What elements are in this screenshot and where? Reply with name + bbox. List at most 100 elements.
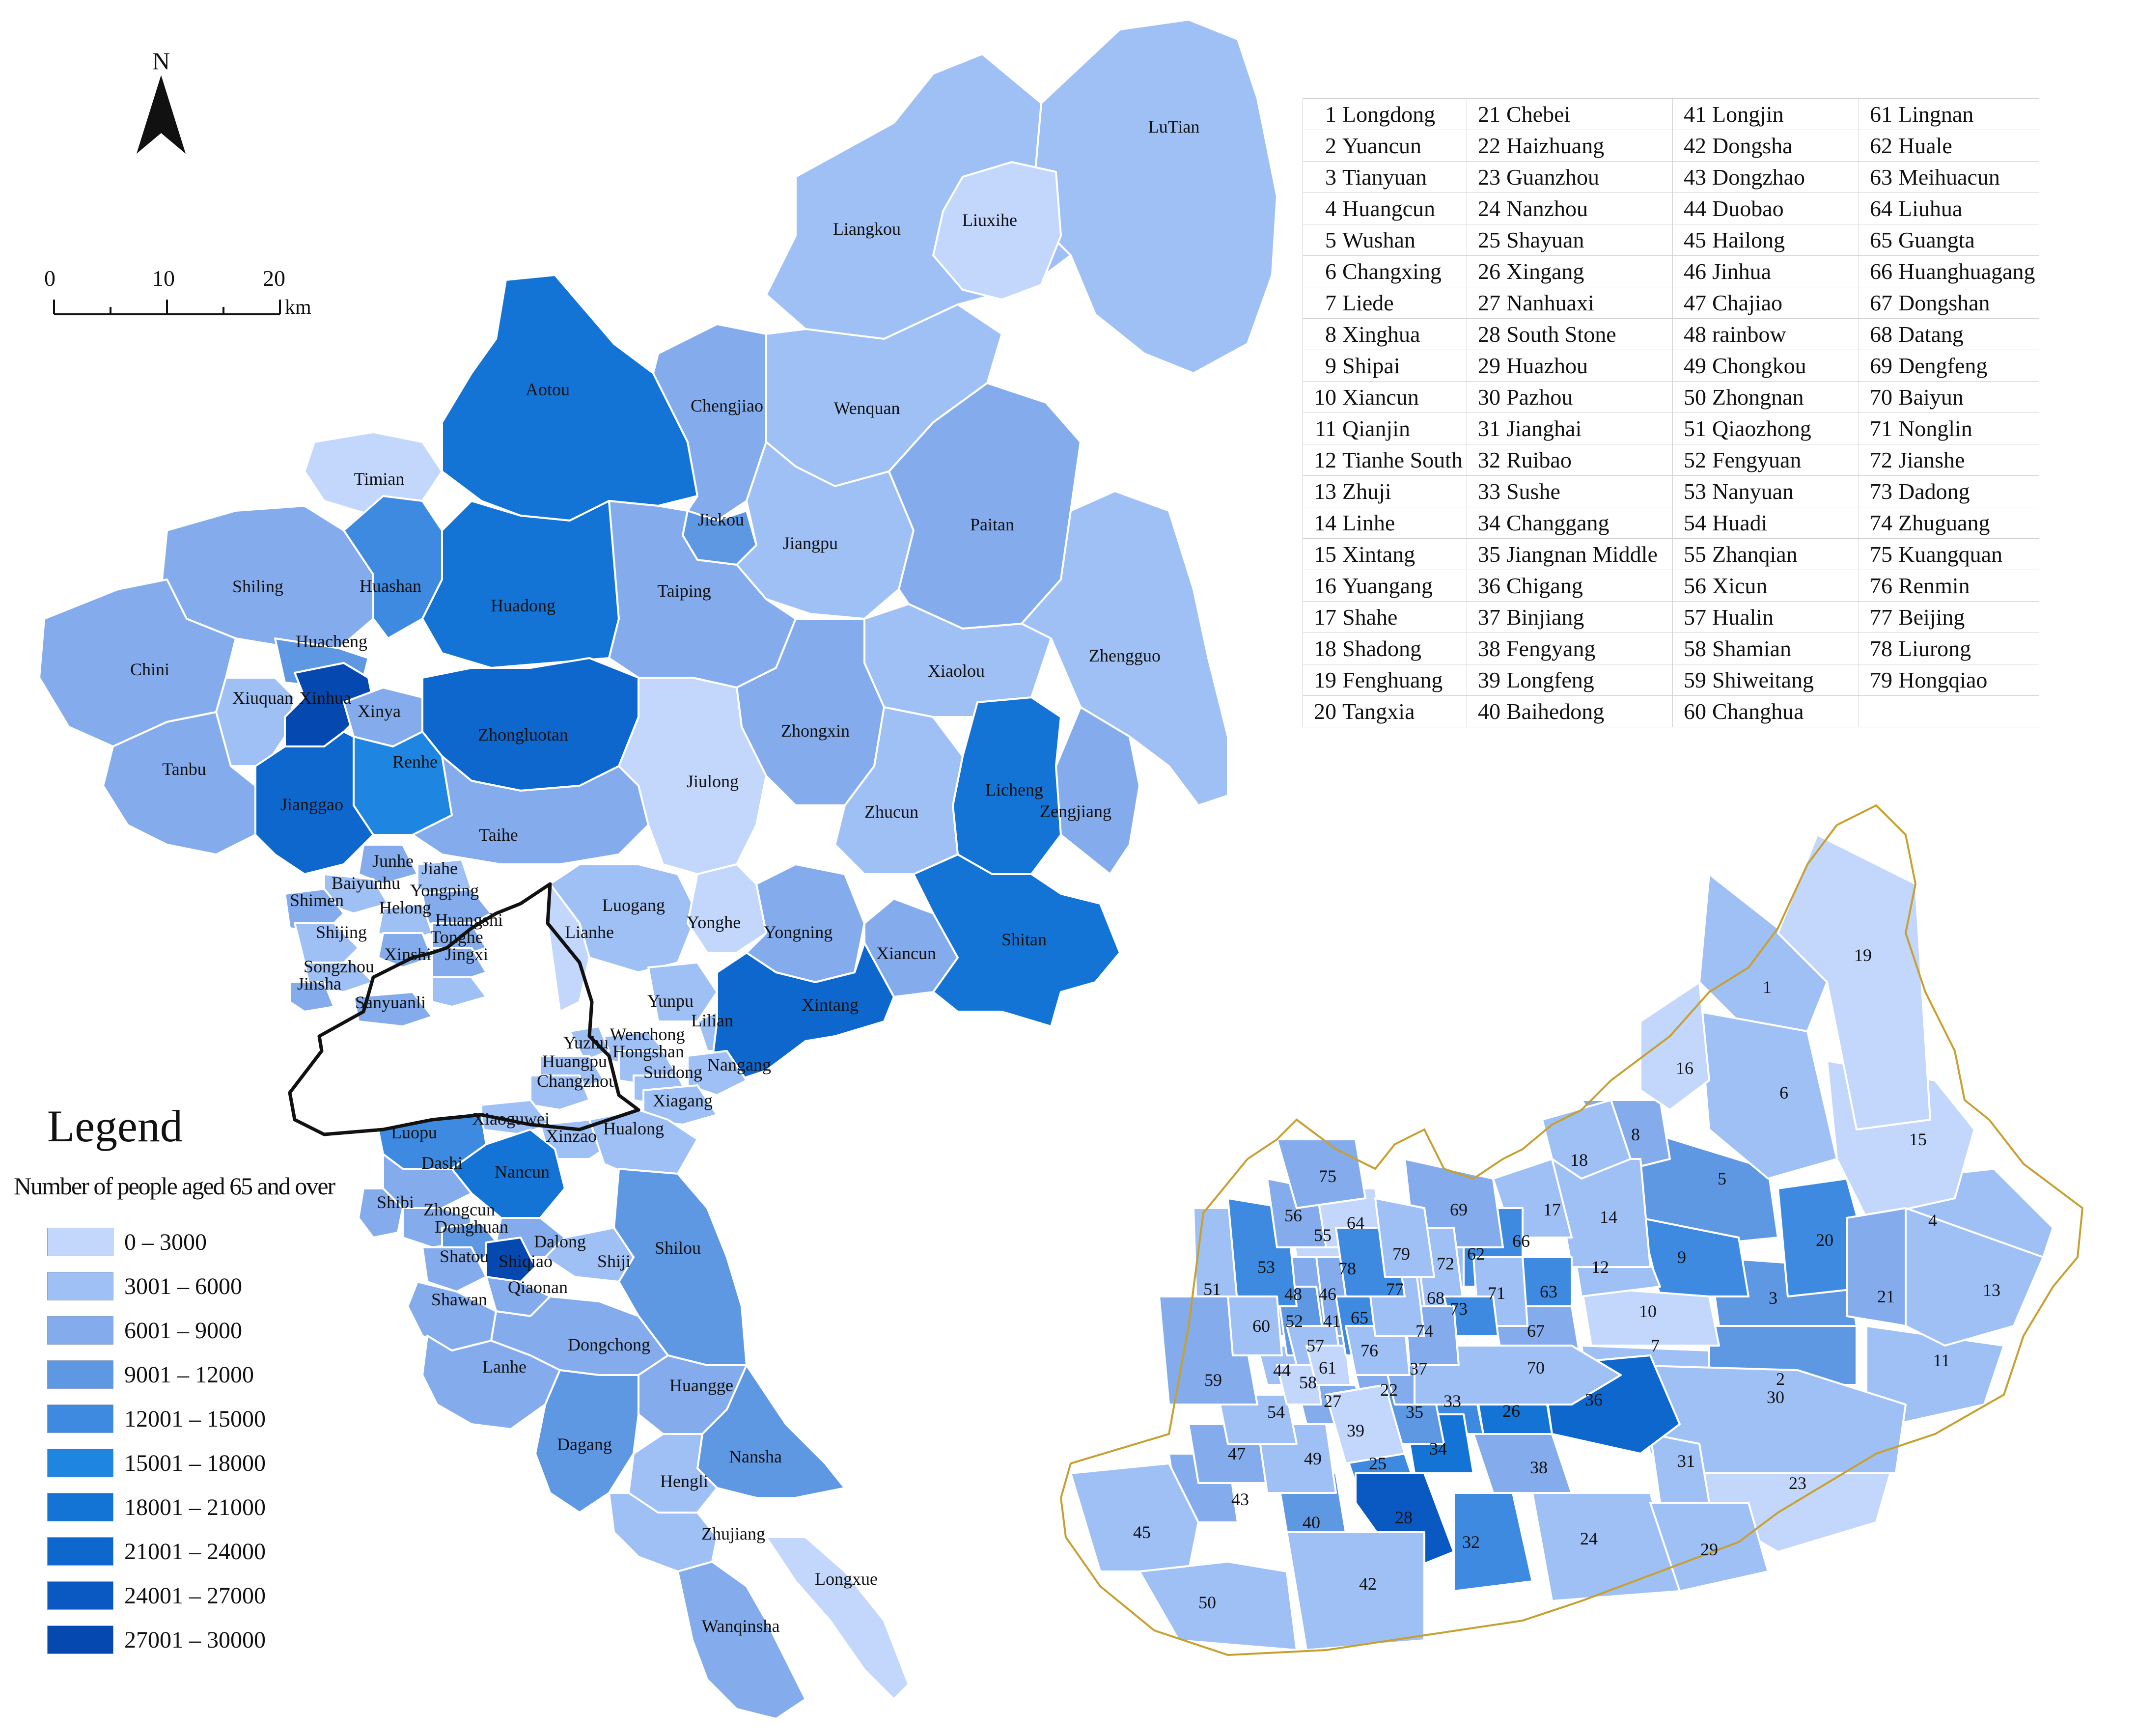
table-row: 15 Xintang 35 Jiangnan Middle 55 Zhanqian 75 Ku… [1303,538,2040,570]
inset-region-label: 39 [1347,1421,1364,1440]
inset-region-label: 11 [1933,1350,1950,1370]
index-name: Ruibao [1502,444,1673,476]
index-number: 64 [1858,193,1894,224]
index-number: 58 [1672,633,1708,664]
table-row: 11 Qianjin 31 Jianghai 51 Qiaozhong 71 Nonglin [1303,413,2040,444]
index-number: 41 [1672,98,1708,130]
inset-region-label: 49 [1304,1449,1322,1468]
region-label: Xiaoguwei [472,1109,550,1129]
inset-region-label: 24 [1580,1529,1598,1548]
region-hualong [588,1109,698,1180]
index-number: 37 [1466,601,1502,633]
inset-region-18 [1541,1099,1632,1180]
region-label: Jiangpu [783,533,838,553]
index-number: 12 [1303,444,1338,476]
region-label: Zhongcun [423,1200,495,1219]
inset-region-label: 27 [1324,1391,1341,1411]
table-row: 4 Huangcun 24 Nanzhou 44 Duobao 64 Liuhua [1303,193,2040,224]
region-yonghe [687,863,767,954]
region-label: Shiqiao [499,1251,553,1271]
inset-outline [1059,804,2084,1656]
index-number: 19 [1303,664,1338,696]
region-label: Renhe [392,752,438,772]
region-wanqinsha [677,1561,806,1720]
index-name: Huadi [1708,507,1859,539]
index-name: Chongkou [1708,350,1859,382]
region-junhe [358,844,418,885]
index-number: 71 [1858,413,1894,444]
legend-row: 12001 – 15000 [14,1397,367,1441]
region-label: Tonghe [430,927,483,947]
index-number: 70 [1858,381,1894,413]
inset-region-label: 14 [1600,1207,1617,1227]
index-name: Liurong [1894,633,2040,664]
region-label: Taiping [657,581,711,601]
index-number: 1 [1303,98,1338,130]
region-label: Lilian [691,1011,733,1030]
index-name: Dengfeng [1894,350,2040,382]
index-number: 20 [1303,695,1338,727]
region-nangang [687,1050,748,1096]
table-row: 9 Shipai 29 Huazhou 49 Chongkou 69 Dengfeng [1303,350,2040,382]
region-label: Jingxi [445,944,488,964]
index-name: Datang [1894,318,2040,350]
inset-region-label: 4 [1928,1211,1937,1230]
region-label: Xintang [802,995,859,1015]
index-name: Renmin [1894,570,2040,602]
legend-swatch [47,1626,113,1654]
legend: Legend Number of people aged 65 and over… [14,1100,367,1662]
index-number: 3 [1303,161,1338,193]
inset-region-label: 55 [1314,1225,1332,1245]
region-label: Yunpu [647,991,694,1011]
inset-region-54 [1217,1394,1298,1445]
index-name: Hualin [1708,601,1859,633]
region-label: Licheng [985,780,1043,799]
inset-region-label: 8 [1631,1125,1640,1144]
legend-swatch [47,1405,113,1433]
index-number: 13 [1303,475,1338,507]
inset-region-label: 30 [1767,1387,1784,1407]
index-number: 29 [1466,350,1502,382]
region-sanyuanli [353,991,433,1027]
index-number: 42 [1672,130,1708,162]
index-name: Nanhuaxi [1502,287,1673,319]
table-row: 5 Wushan 25 Shayuan 45 Hailong 65 Guangta [1303,224,2040,256]
region-label: Helong [379,898,431,917]
index-name: Longjin [1708,98,1859,130]
region-xinshi [377,932,433,968]
inset-region-79 [1374,1197,1435,1278]
inset-region-label: 44 [1273,1360,1291,1380]
inset-region-label: 68 [1427,1288,1444,1308]
index-number: 35 [1466,538,1502,570]
inset-region-label: 47 [1228,1444,1246,1463]
region-label: Jianggao [280,795,343,814]
inset-region-label: 74 [1415,1321,1433,1341]
region-jianggao [254,731,374,875]
index-name: Huangcun [1338,193,1467,224]
index-number: 4 [1303,193,1338,224]
index-number: 40 [1466,695,1502,727]
region-jingxi [431,976,487,1008]
index-number: 7 [1303,287,1338,319]
legend-label: 0 – 3000 [124,1229,207,1255]
inset-region-label: 12 [1591,1257,1609,1277]
region-label: Luogang [602,895,665,915]
region-label: Xiuquan [232,688,293,708]
index-name: Xingang [1502,255,1673,287]
index-number: 15 [1303,538,1338,570]
region-label: Wenchong [610,1024,685,1044]
region-zhujiang [608,1492,718,1572]
inset-region-label: 57 [1306,1336,1324,1355]
index-number: 50 [1672,381,1708,413]
district-index-table: 1 Longdong 21 Chebei 41 Longjin 61 Lingnan 2 Yuan… [1303,98,2040,727]
central-district-outline [288,882,640,1136]
inset-region-28 [1355,1472,1455,1572]
inset-region-label: 56 [1284,1206,1302,1225]
index-number: 43 [1672,161,1708,193]
index-name: Nanzhou [1502,193,1673,224]
index-number: 9 [1303,350,1338,382]
legend-swatch [47,1537,113,1566]
index-name: Guanzhou [1502,161,1673,193]
